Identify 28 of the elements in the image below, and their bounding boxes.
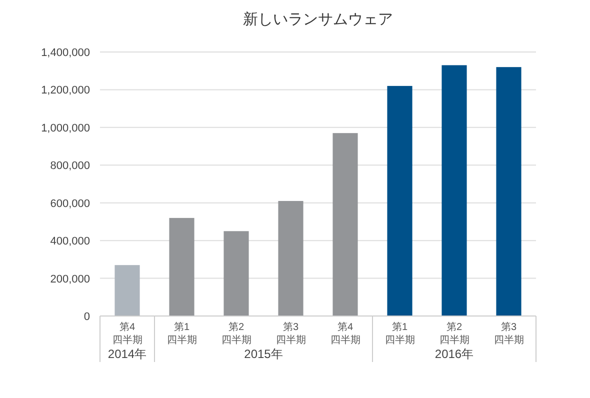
x-tick-label: 第1 四半期 — [166, 321, 197, 346]
bar — [496, 67, 522, 316]
y-tick-label: 200,000 — [50, 273, 90, 286]
y-tick-label: 400,000 — [50, 236, 90, 248]
x-tick-label: 第4 四半期 — [112, 321, 142, 346]
y-tick-label: 0 — [84, 311, 90, 323]
y-tick-label: 1,200,000 — [41, 84, 90, 97]
y-tick-label: 1,000,000 — [41, 122, 90, 134]
bar — [114, 265, 140, 316]
y-tick-label: 1,400,000 — [41, 47, 90, 59]
x-tick-label: 第4 四半期 — [330, 321, 360, 346]
x-tick-label: 第2 四半期 — [439, 321, 470, 346]
bar — [442, 65, 467, 316]
text: 2015年 — [244, 347, 283, 361]
bar — [224, 231, 249, 316]
text: 2016年 — [434, 347, 474, 361]
bar — [169, 218, 194, 316]
bar — [332, 133, 358, 316]
y-tick-label: 600,000 — [50, 198, 90, 210]
x-tick-label: 第3 四半期 — [276, 321, 306, 346]
chart-title: 新しいランサムウェア — [243, 11, 393, 28]
x-tick-label: 第1 四半期 — [384, 321, 415, 346]
text: 2014年 — [108, 347, 147, 361]
x-tick-label: 第3 四半期 — [494, 321, 524, 346]
bar — [278, 200, 304, 316]
bar — [387, 86, 412, 316]
x-tick-label: 第2 四半期 — [221, 321, 252, 346]
y-tick-label: 800,000 — [50, 160, 90, 172]
